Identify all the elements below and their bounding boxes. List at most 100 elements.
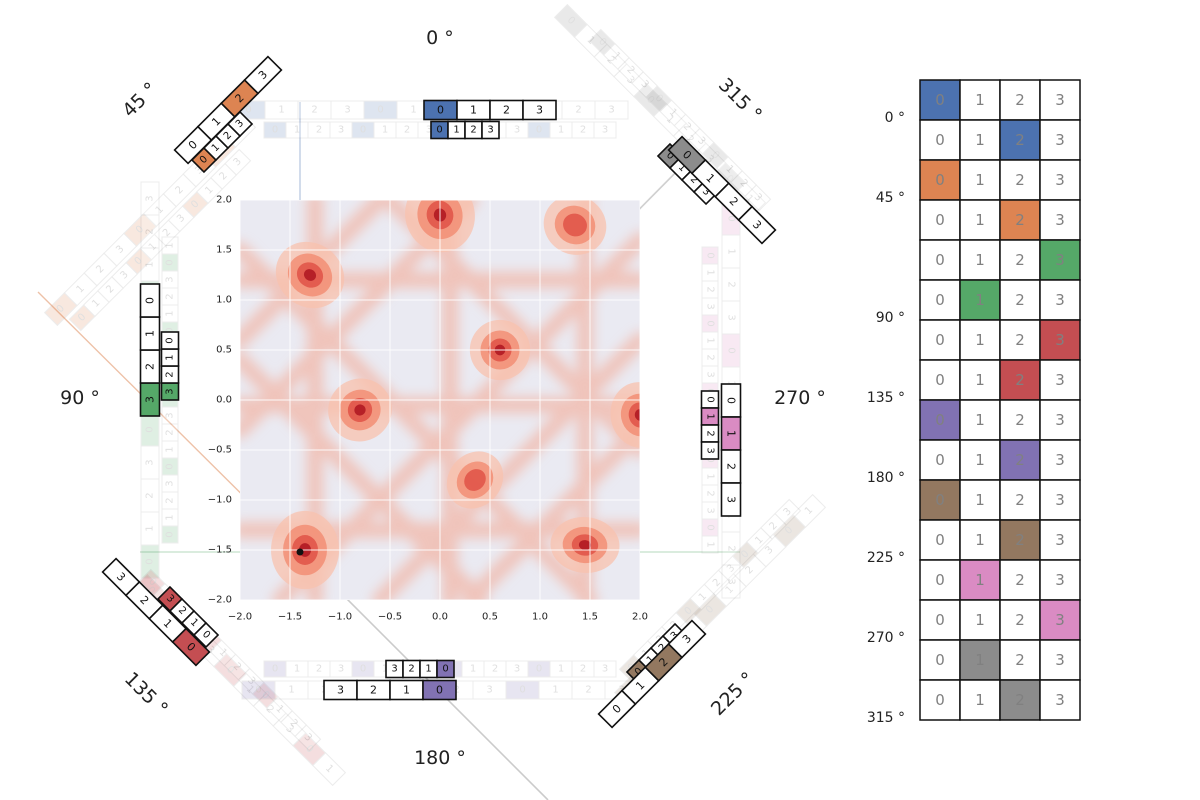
ghost-cell (772, 513, 807, 548)
ghost-cell (68, 304, 96, 332)
ghost-cell (161, 287, 179, 306)
ghost-cell (701, 348, 719, 367)
ghost-cell (307, 121, 331, 139)
ghost-cell-label: 2 (316, 664, 322, 675)
strip-cell-label: 1 (425, 664, 431, 675)
y-tick-labels: 2.0 1.5 1.0 0.5 0.0 −0.5 −1.0 −1.5 −2.0 (208, 195, 232, 606)
ghost-cell-label: 0 (705, 252, 716, 258)
ghost-cell (549, 660, 573, 678)
strip-cell-label: 2 (725, 463, 738, 470)
ghost-cell (330, 100, 365, 120)
ghost-cell-label: 0 (165, 463, 176, 469)
ghost-cell-label: 3 (705, 371, 716, 377)
strip-cell-label: 2 (408, 664, 414, 675)
ghost-cell (161, 270, 179, 289)
x-tick-label: 2.0 (632, 612, 648, 623)
strip-cell (160, 331, 180, 350)
ghost-cell (209, 639, 237, 667)
angle-label: 225 ° (707, 668, 759, 720)
strip-cell-label: 3 (337, 684, 344, 697)
table-row: 0 1 2 3 45 ° (876, 159, 1081, 206)
ghost-cell (571, 680, 606, 700)
table-cell (999, 199, 1041, 241)
x-tick-label: 0.5 (482, 612, 498, 623)
ghost-cell (633, 83, 668, 118)
ghost-cell-label: 3 (165, 276, 176, 282)
table-row: 0 1 2 3 0 ° (885, 79, 1081, 126)
ghost-cell (732, 553, 767, 588)
ghost-cell (701, 263, 719, 282)
table-cell-label: 1 (975, 331, 985, 349)
ghost-cell-label: 2 (165, 497, 176, 503)
strip-cell-label: 2 (470, 125, 476, 136)
ghost-cell (63, 272, 98, 307)
projection-table: 0 1 2 30 °0 1 2 30 1 2 345 °0 1 2 30 1 2 30 1 2 390 °0 1 2 30… (867, 79, 1081, 726)
ghost-cell (716, 156, 743, 183)
table-cell-label: 2 (1015, 171, 1025, 189)
ghost-cell (111, 261, 139, 289)
table-cell (919, 119, 961, 161)
grid-lines (240, 200, 640, 600)
table-cell (959, 639, 1001, 681)
table-cell (1039, 359, 1081, 401)
strip-cell-label: 3 (536, 104, 543, 117)
ghost-cell-label: 3 (608, 105, 614, 116)
ghost-cell-label: 2 (165, 429, 176, 435)
ghost-cell (142, 193, 177, 228)
table-cell-label: 1 (975, 531, 985, 549)
ghost-cell (645, 85, 673, 113)
ghost-cell-label: 1 (145, 525, 156, 531)
table-cell-label: 3 (1055, 611, 1065, 629)
ghost-cell-label: 1 (410, 105, 416, 116)
ghost-cell (285, 121, 309, 139)
ghost-cell (717, 555, 745, 583)
ghost-cell-label: 1 (278, 105, 284, 116)
angle-label: 0 ° (426, 27, 454, 49)
table-cell (999, 519, 1041, 561)
ghost-cell-label: 3 (486, 685, 492, 696)
ghost-cell (263, 121, 287, 139)
table-cell-label: 1 (975, 251, 985, 269)
strip-cell (171, 627, 211, 667)
table-cell-label: 3 (1055, 651, 1065, 669)
table-angle-label: 0 ° (885, 110, 905, 126)
ghost-cell-label: 0 (255, 685, 261, 696)
ghost-cell (721, 300, 741, 335)
ghost-cell (140, 214, 160, 249)
table-cell-label: 0 (935, 251, 945, 269)
contour-level (303, 269, 317, 281)
y-tick-label: 1.5 (216, 245, 232, 256)
table-cell (919, 439, 961, 481)
strip-cell-label: 1 (725, 430, 738, 437)
angle-label: 180 ° (414, 747, 466, 769)
table-cell-label: 1 (975, 211, 985, 229)
ghost-cell (505, 660, 529, 678)
strip-cell-label: 3 (705, 447, 716, 453)
heatmap-plot: −2.0 −1.5 −1.0 −0.5 0.0 0.5 1.0 1.5 2.0 2.0 1.5 1.0… (208, 195, 648, 623)
ghost-cell-label: 1 (294, 125, 300, 136)
ghost-cell (329, 660, 353, 678)
strip-cell (436, 659, 455, 679)
ghost-cell (746, 527, 773, 554)
table-cell (919, 239, 961, 281)
ghost-cell-label: 3 (514, 125, 520, 136)
table-cell-label: 1 (975, 91, 985, 109)
ghost-cell (701, 331, 719, 350)
table-cell-label: 0 (935, 691, 945, 709)
table-row: 0 1 2 3 (919, 559, 1081, 601)
ghost-cell-label: 3 (145, 195, 156, 201)
table-cell-label: 3 (1055, 491, 1065, 509)
small-row: 3 2 1 0 (160, 331, 180, 401)
ghost-cell (752, 533, 787, 568)
table-cell (959, 599, 1001, 641)
ghost-cell (689, 583, 717, 611)
ghost-cell-label: 0 (145, 558, 156, 564)
ghost-cell (161, 304, 179, 323)
strip-cell (139, 283, 161, 318)
ghost-cell (285, 660, 309, 678)
ghost-cell (329, 121, 353, 139)
strip-cell-label: 3 (165, 388, 176, 394)
